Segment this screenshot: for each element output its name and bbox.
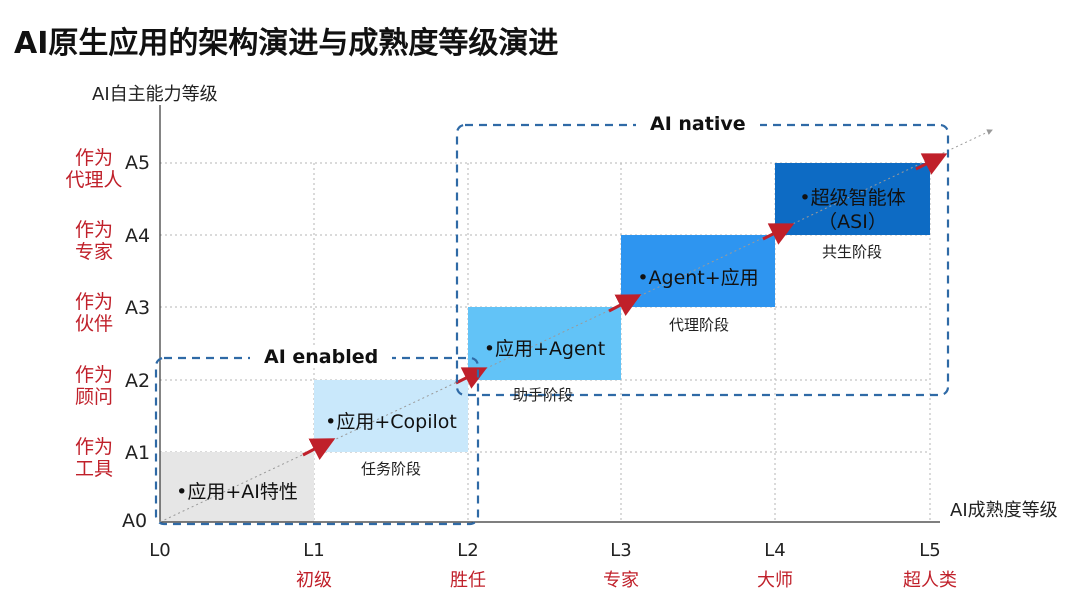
a-tick-a1: A1 xyxy=(125,442,151,464)
role-label-expert: 作为 专家 xyxy=(64,219,124,263)
block-l3-l4 xyxy=(621,235,775,307)
page-title: AI原生应用的架构演进与成熟度等级演进 xyxy=(14,26,559,61)
ai-enabled-label: AI enabled xyxy=(250,346,393,368)
asi-line1: •超级智能体 xyxy=(799,187,906,209)
l-tick-l0: L0 xyxy=(149,540,171,561)
block-text-copilot: •应用+Copilot xyxy=(325,411,457,433)
role-line: 作为 xyxy=(74,147,113,169)
y-axis-title: AI自主能力等级 xyxy=(92,84,218,105)
l-tick-l4: L4 xyxy=(764,540,786,561)
role-label-partner: 作为 伙伴 xyxy=(64,291,124,335)
ai-enabled-box xyxy=(154,356,480,526)
l-tick-l3: L3 xyxy=(610,540,632,561)
role-line: 作为 xyxy=(74,364,113,386)
block-text-app-agent: •应用+Agent xyxy=(483,338,606,360)
block-text-asi: •超级智能体 （ASI） xyxy=(775,184,930,236)
l-tick-l5: L5 xyxy=(919,540,941,561)
role-line: 作为 xyxy=(74,219,113,241)
a-tick-a5: A5 xyxy=(125,152,151,174)
diagonal-trend-line xyxy=(159,129,993,523)
maturity-name-l3: 专家 xyxy=(603,570,639,591)
maturity-name-l1: 初级 xyxy=(296,570,332,591)
stage-label-assistant: 助手阶段 xyxy=(512,386,573,404)
block-l1-l2 xyxy=(314,380,468,452)
role-label-advisor: 作为 顾问 xyxy=(64,364,124,408)
asi-line2: （ASI） xyxy=(818,211,887,233)
role-label-agent: 作为 代理人 xyxy=(64,147,124,191)
block-text-agent-app: •Agent+应用 xyxy=(637,267,759,289)
block-l0-l1 xyxy=(160,452,314,522)
l-tick-l1: L1 xyxy=(303,540,325,561)
a-tick-a2: A2 xyxy=(125,370,151,392)
x-axis-title: AI成熟度等级 xyxy=(950,500,1058,521)
role-line: 专家 xyxy=(74,241,113,263)
a-tick-a3: A3 xyxy=(125,297,151,319)
role-label-tool: 作为 工具 xyxy=(64,436,124,480)
role-line: 伙伴 xyxy=(74,313,113,335)
a-tick-a0: A0 xyxy=(122,510,148,532)
role-line: 代理人 xyxy=(65,169,123,191)
maturity-name-l4: 大师 xyxy=(757,570,793,591)
role-line: 顾问 xyxy=(74,386,113,408)
stage-label-agent: 代理阶段 xyxy=(668,316,729,334)
ai-native-label: AI native xyxy=(636,113,760,135)
stage-label-task: 任务阶段 xyxy=(360,460,421,478)
block-l4-l5 xyxy=(775,163,930,235)
role-line: 作为 xyxy=(74,291,113,313)
maturity-name-l5: 超人类 xyxy=(903,570,957,591)
block-text-ai-feature: •应用+AI特性 xyxy=(176,481,298,503)
l-tick-l2: L2 xyxy=(457,540,479,561)
maturity-name-l2: 胜任 xyxy=(450,570,486,591)
block-l2-l3 xyxy=(468,307,621,380)
stage-label-symbiosis: 共生阶段 xyxy=(821,243,882,261)
role-line: 作为 xyxy=(74,436,113,458)
a-tick-a4: A4 xyxy=(125,225,151,247)
role-line: 工具 xyxy=(74,458,113,480)
